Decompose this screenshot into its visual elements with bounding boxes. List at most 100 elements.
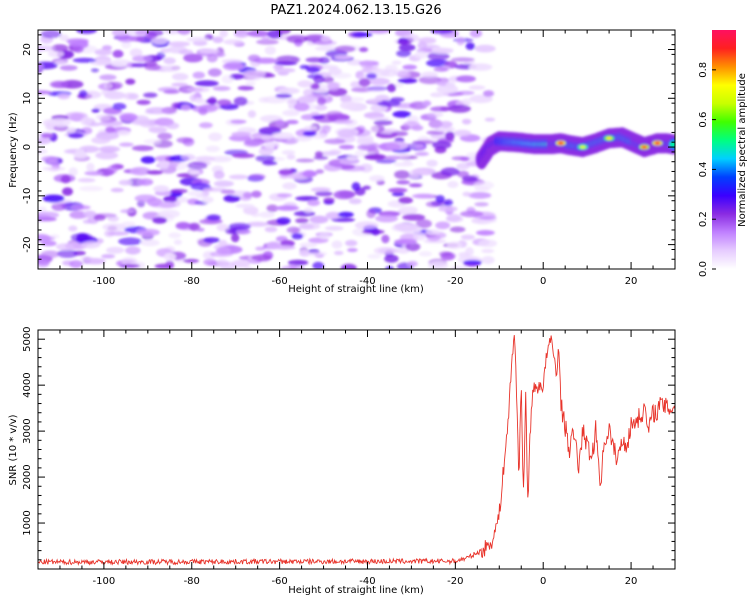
noise-patch — [286, 154, 296, 160]
noise-patch — [196, 227, 205, 232]
noise-patch — [94, 48, 113, 56]
noise-patch — [275, 93, 293, 99]
noise-patch — [307, 199, 321, 207]
noise-patch — [136, 228, 160, 237]
noise-patch — [445, 82, 456, 89]
noise-patch — [38, 234, 51, 243]
noise-patch — [432, 140, 452, 149]
noise-patch — [60, 175, 71, 184]
noise-patch — [378, 247, 400, 254]
noise-patch — [59, 65, 78, 71]
noise-patch — [208, 132, 223, 142]
noise-patch — [222, 62, 245, 71]
noise-patch — [462, 175, 478, 182]
noise-patch — [407, 260, 418, 267]
noise-patch — [104, 91, 126, 100]
noise-patch — [357, 143, 377, 151]
noise-patch — [54, 60, 67, 65]
noise-patch — [421, 71, 439, 78]
colorbar-tick-label: 0.2 — [698, 211, 709, 227]
x-tick-label: 0 — [540, 276, 546, 287]
noise-patch — [194, 97, 205, 103]
noise-patch — [91, 68, 99, 73]
x-tick-label: -80 — [184, 576, 200, 587]
noise-patch — [99, 74, 117, 81]
y-tick-label: 4000 — [22, 372, 33, 397]
noise-patch — [243, 191, 253, 199]
noise-patch — [259, 211, 275, 218]
noise-patch — [347, 248, 358, 253]
noise-patch — [369, 175, 385, 182]
noise-patch — [434, 126, 455, 132]
noise-patch — [380, 69, 398, 77]
noise-patch — [231, 153, 255, 159]
noise-patch — [107, 217, 119, 222]
noise-patch — [288, 259, 309, 266]
noise-patch — [230, 119, 247, 124]
noise-patch — [409, 169, 429, 176]
noise-patch — [205, 98, 217, 104]
noise-patch — [215, 259, 229, 266]
noise-patch — [324, 138, 346, 145]
noise-patch — [181, 154, 196, 161]
noise-patch — [42, 194, 65, 203]
noise-patch — [38, 148, 48, 155]
noise-patch — [322, 76, 334, 83]
noise-patch — [102, 223, 126, 232]
noise-patch — [91, 136, 111, 144]
noise-patch — [186, 87, 210, 93]
noise-patch — [244, 266, 254, 269]
noise-patch — [202, 187, 227, 192]
noise-patch — [453, 129, 472, 137]
noise-patch — [274, 67, 296, 73]
noise-patch — [216, 99, 232, 106]
signal-peak — [641, 145, 648, 149]
noise-patch — [360, 60, 374, 69]
noise-patch — [297, 80, 313, 88]
noise-patch — [153, 185, 170, 193]
noise-patch — [482, 90, 495, 97]
noise-patch — [327, 82, 340, 91]
noise-patch — [299, 242, 318, 248]
noise-patch — [367, 30, 392, 34]
noise-patch — [129, 167, 151, 176]
signal-core — [669, 141, 675, 148]
noise-patch — [474, 202, 489, 207]
noise-patch — [246, 128, 257, 133]
noise-patch — [158, 201, 177, 209]
noise-patch — [248, 173, 266, 180]
noise-patch — [314, 40, 337, 46]
snr-series — [38, 335, 675, 567]
noise-patch — [311, 115, 325, 120]
noise-patch — [169, 188, 188, 194]
noise-patch — [192, 71, 205, 79]
noise-patch — [286, 35, 308, 43]
y-tick-label: 1000 — [22, 510, 33, 535]
noise-patch — [233, 96, 248, 106]
colorbar-tick-label: 0.8 — [698, 62, 709, 78]
noise-patch — [107, 231, 129, 236]
noise-patch — [38, 137, 51, 145]
spectrogram-frame — [37, 29, 676, 270]
noise-patch — [134, 194, 157, 203]
noise-patch — [101, 254, 116, 259]
noise-patch — [405, 242, 421, 252]
noise-patch — [243, 206, 259, 215]
noise-patch — [188, 169, 200, 175]
noise-patch — [163, 195, 178, 203]
noise-patch — [432, 48, 454, 54]
noise-patch — [394, 238, 418, 245]
snr-x-axis-label: Height of straight line (km) — [288, 585, 424, 596]
noise-patch — [310, 187, 331, 193]
noise-patch — [309, 215, 329, 224]
noise-patch — [144, 63, 161, 71]
noise-patch — [435, 195, 445, 204]
colorbar-gradient — [712, 30, 736, 269]
noise-patch — [106, 246, 125, 254]
noise-patch — [261, 36, 270, 42]
noise-patch — [398, 44, 416, 52]
noise-patch — [255, 155, 276, 162]
noise-patch — [202, 196, 214, 203]
noise-patch — [312, 261, 324, 269]
noise-patch — [276, 193, 293, 198]
